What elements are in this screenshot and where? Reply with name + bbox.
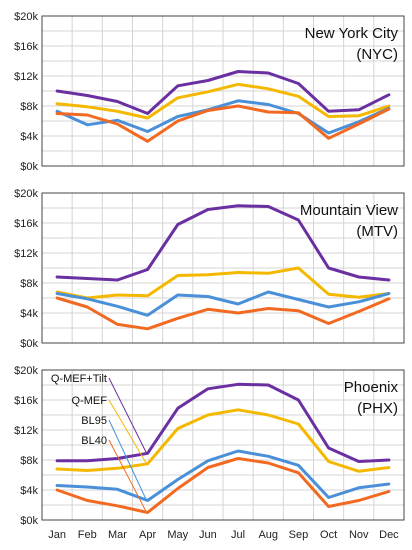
y-tick-label: $16k <box>14 41 38 53</box>
y-tick-label: $20k <box>14 11 38 23</box>
series-line-bl95 <box>55 290 391 317</box>
legend-leader-line <box>108 377 148 454</box>
y-tick-label: $16k <box>14 395 38 407</box>
plot-frame <box>41 15 405 167</box>
y-tick-label: $0k <box>20 515 38 527</box>
panel-1: $0k $4k $8k $12k $16k $20k New York City (NYC) <box>14 11 405 173</box>
plot-frame <box>41 192 405 344</box>
y-tick-label: $20k <box>14 188 38 200</box>
series-line-q-mef-tilt <box>55 382 391 463</box>
y-tick-label: $12k <box>14 248 38 260</box>
legend-label: BL95 <box>81 415 107 427</box>
panel-subtitle: (NYC) <box>356 46 398 63</box>
legend-leader-line <box>108 419 148 501</box>
x-tick-label: Jul <box>231 529 245 541</box>
y-tick-label: $4k <box>20 308 38 320</box>
x-tick-label: Feb <box>78 529 97 541</box>
panel-3: $0k $4k $8k $12k $16k $20k Phoenix (PHX) Q-MEF+T… <box>14 365 405 527</box>
x-tick-label: Sep <box>289 529 309 541</box>
y-tick-label: $8k <box>20 278 38 290</box>
legend-label: Q-MEF <box>72 395 108 407</box>
panel-2: $0k $4k $8k $12k $16k $20k Mountain View (MTV) <box>14 188 405 350</box>
series-line-bl40 <box>55 296 391 331</box>
y-tick-label: $16k <box>14 218 38 230</box>
x-tick-label: Dec <box>379 529 399 541</box>
x-tick-label: Mar <box>108 529 127 541</box>
y-tick-label: $8k <box>20 101 38 113</box>
legend-label: BL40 <box>81 435 107 447</box>
y-tick-label: $0k <box>20 161 38 173</box>
x-tick-label: Jun <box>199 529 217 541</box>
series-line-q-mef <box>55 266 391 300</box>
series-line-q-mef <box>55 408 391 473</box>
x-tick-label: Aug <box>258 529 278 541</box>
panel-title: New York City <box>305 25 399 42</box>
panel-title: Phoenix <box>344 379 399 396</box>
panel-title: Mountain View <box>300 202 398 219</box>
series-line-q-mef-tilt <box>55 204 391 282</box>
y-tick-label: $4k <box>20 485 38 497</box>
y-tick-label: $0k <box>20 338 38 350</box>
legend-leader-line <box>108 439 148 513</box>
legend-label: Q-MEF+Tilt <box>51 373 107 385</box>
panel-subtitle: (MTV) <box>356 223 398 240</box>
x-tick-label: Apr <box>139 529 156 541</box>
legend-leader-line <box>108 399 148 465</box>
y-tick-label: $20k <box>14 365 38 377</box>
y-tick-label: $12k <box>14 425 38 437</box>
plot-frame <box>41 369 405 521</box>
x-tick-label: Oct <box>320 529 337 541</box>
series-line-q-mef-tilt <box>55 70 391 115</box>
panel-subtitle: (PHX) <box>357 400 398 417</box>
y-tick-label: $12k <box>14 71 38 83</box>
x-tick-label: Jan <box>48 529 66 541</box>
series-line-bl95 <box>55 449 391 502</box>
y-tick-label: $4k <box>20 131 38 143</box>
series-line-bl40 <box>55 104 391 143</box>
series-line-q-mef <box>55 82 391 120</box>
series-line-bl40 <box>55 457 391 514</box>
y-tick-label: $8k <box>20 455 38 467</box>
x-tick-label: Nov <box>349 529 369 541</box>
x-tick-label: May <box>167 529 188 541</box>
